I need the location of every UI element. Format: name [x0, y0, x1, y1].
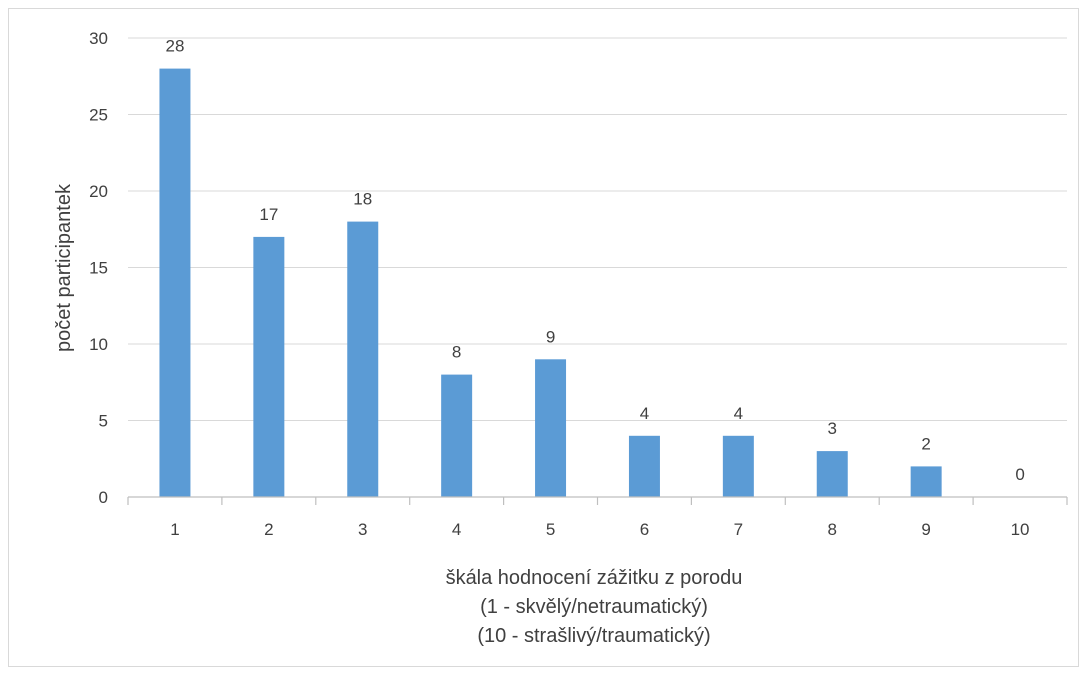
bar — [347, 221, 379, 497]
x-axis-title-line-3: (10 - strašlivý/traumatický) — [477, 625, 710, 647]
x-tick-label: 3 — [358, 520, 367, 539]
bar — [535, 359, 567, 497]
x-tick-label: 8 — [828, 520, 837, 539]
data-label: 0 — [1015, 465, 1024, 484]
data-label: 3 — [828, 419, 837, 438]
y-tick-label: 30 — [89, 29, 108, 48]
y-tick-label: 0 — [99, 488, 108, 507]
x-axis-title-line-1: škála hodnocení zážitku z porodu — [446, 567, 743, 589]
data-labels: 28 17 18 8 9 4 4 3 2 0 — [165, 37, 1024, 484]
bar — [159, 68, 191, 497]
gridlines — [128, 37, 1067, 421]
x-tick-label: 6 — [640, 520, 649, 539]
x-axis-title-line-2: (1 - skvělý/netraumatický) — [480, 596, 708, 618]
data-label: 18 — [353, 190, 372, 209]
x-tick-label: 9 — [921, 520, 930, 539]
data-label: 4 — [640, 404, 649, 423]
x-tick-label: 4 — [452, 520, 461, 539]
data-label: 28 — [165, 37, 184, 56]
bar — [816, 451, 848, 497]
x-axis — [127, 496, 1068, 505]
y-tick-label: 5 — [99, 412, 108, 431]
data-label: 9 — [546, 327, 555, 346]
data-label: 2 — [921, 434, 930, 453]
y-axis-title: počet participantek — [53, 183, 75, 352]
data-label: 4 — [734, 404, 743, 423]
x-tick-label: 1 — [170, 520, 179, 539]
bar — [253, 236, 285, 497]
y-tick-label: 25 — [89, 106, 108, 125]
bar — [910, 466, 942, 497]
y-axis-ticks: 0 5 10 15 20 25 30 — [89, 29, 108, 507]
data-label: 8 — [452, 343, 461, 362]
x-tick-label: 2 — [264, 520, 273, 539]
bar — [722, 435, 754, 497]
bar — [628, 435, 660, 497]
x-tick-label: 5 — [546, 520, 555, 539]
y-tick-label: 15 — [89, 259, 108, 278]
bar — [441, 374, 473, 497]
x-tick-label: 10 — [1011, 520, 1030, 539]
x-axis-ticks: 1 2 3 4 5 6 7 8 9 10 — [170, 520, 1029, 539]
y-tick-label: 10 — [89, 335, 108, 354]
x-axis-title: škála hodnocení zážitku z porodu (1 - sk… — [446, 567, 743, 647]
x-tick-label: 7 — [734, 520, 743, 539]
bars — [159, 68, 942, 497]
data-label: 17 — [259, 205, 278, 224]
y-tick-label: 20 — [89, 182, 108, 201]
